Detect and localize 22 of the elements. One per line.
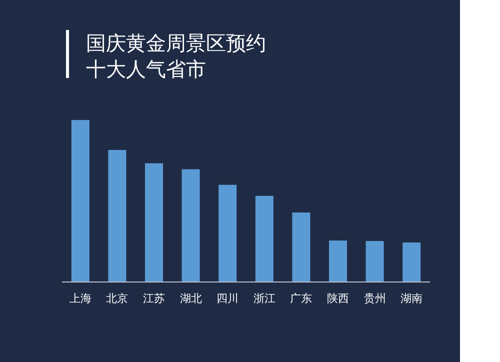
bar (329, 240, 347, 282)
x-tick-label: 四川 (216, 292, 239, 305)
x-tick-label: 湖南 (400, 292, 423, 305)
bar (255, 196, 274, 282)
x-tick-label: 广东 (290, 292, 312, 305)
x-tick-label: 浙江 (253, 292, 276, 305)
x-tick-label: 贵州 (364, 292, 386, 305)
bar (402, 242, 421, 282)
bar (292, 212, 310, 282)
bar (218, 184, 237, 282)
chart-title: 国庆黄金周景区预约 (86, 31, 266, 55)
bar (145, 163, 163, 282)
x-tick-label: 上海 (69, 292, 92, 305)
chart-subtitle: 十大人气省市 (86, 57, 206, 81)
bar (71, 120, 90, 282)
x-tick-label: 江苏 (143, 292, 165, 305)
x-tick-label: 北京 (106, 292, 128, 305)
x-tick-label: 陕西 (327, 292, 349, 305)
bar (108, 150, 126, 282)
bar (182, 169, 200, 282)
x-tick-label: 湖北 (180, 292, 202, 305)
bar (366, 241, 384, 282)
